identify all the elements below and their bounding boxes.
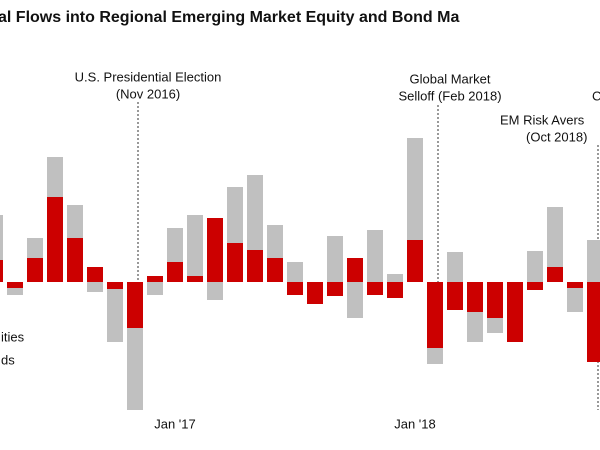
annotation-text: U.S. Presidential Election: [75, 69, 222, 84]
bar: [147, 276, 163, 282]
bar: [467, 282, 483, 312]
bar: [47, 197, 63, 282]
bar: [347, 282, 363, 318]
bar: [487, 282, 503, 318]
bar: [567, 282, 583, 288]
bar: [547, 207, 563, 267]
bar: [127, 282, 143, 328]
annotation-text: Selloff (Feb 2018): [398, 88, 501, 103]
bar: [287, 282, 303, 295]
x-tick-label: Jan '18: [394, 416, 436, 431]
bar: [67, 205, 83, 238]
bar: [267, 225, 283, 258]
bar: [67, 238, 83, 282]
bar: [327, 236, 343, 282]
bar: [407, 138, 423, 240]
bar: [47, 157, 63, 197]
bar: [367, 230, 383, 282]
bar: [567, 288, 583, 312]
bar: [167, 262, 183, 282]
bar: [207, 218, 223, 282]
bar: [387, 282, 403, 298]
bar: [0, 215, 3, 260]
bar: [507, 282, 523, 342]
bar: [27, 258, 43, 282]
bar: [27, 238, 43, 258]
bar: [587, 282, 600, 362]
bar: [87, 267, 103, 282]
annotation-text: (Oct 2018): [526, 129, 587, 144]
bar: [367, 282, 383, 295]
bar: [7, 282, 23, 288]
bar: [547, 267, 563, 282]
bar: [147, 282, 163, 295]
bar: [87, 282, 103, 292]
legend-label: ities: [1, 329, 25, 344]
bar: [247, 175, 263, 250]
bar: [287, 262, 303, 282]
chart-title: al Flows into Regional Emerging Market E…: [0, 9, 459, 26]
bar: [267, 258, 283, 282]
bar: [227, 187, 243, 243]
bar: [427, 348, 443, 364]
annotation-text: Global Market: [410, 71, 491, 86]
bar: [227, 243, 243, 282]
bar: [207, 282, 223, 300]
bar: [467, 312, 483, 342]
bar: [387, 274, 403, 282]
bar: [187, 215, 203, 276]
bar: [187, 276, 203, 282]
annotation-text: EM Risk Avers: [500, 112, 585, 127]
bar: [487, 318, 503, 333]
bar: [407, 240, 423, 282]
bar: [127, 328, 143, 410]
bar: [347, 258, 363, 282]
bar: [107, 282, 123, 289]
bar: [107, 289, 123, 342]
annotation-text: C: [592, 88, 600, 103]
annotation-text: (Nov 2016): [116, 86, 180, 101]
bar: [527, 251, 543, 282]
bar: [587, 240, 600, 282]
bar: [527, 282, 543, 290]
bar: [447, 252, 463, 282]
bar: [447, 282, 463, 310]
x-tick-label: Jan '17: [154, 416, 196, 431]
bar: [327, 282, 343, 296]
bar: [247, 250, 263, 282]
bar: [7, 288, 23, 295]
bar: [0, 260, 3, 282]
bar: [427, 282, 443, 348]
bar: [167, 228, 183, 262]
bar: [307, 282, 323, 304]
legend-label: ds: [1, 352, 15, 367]
